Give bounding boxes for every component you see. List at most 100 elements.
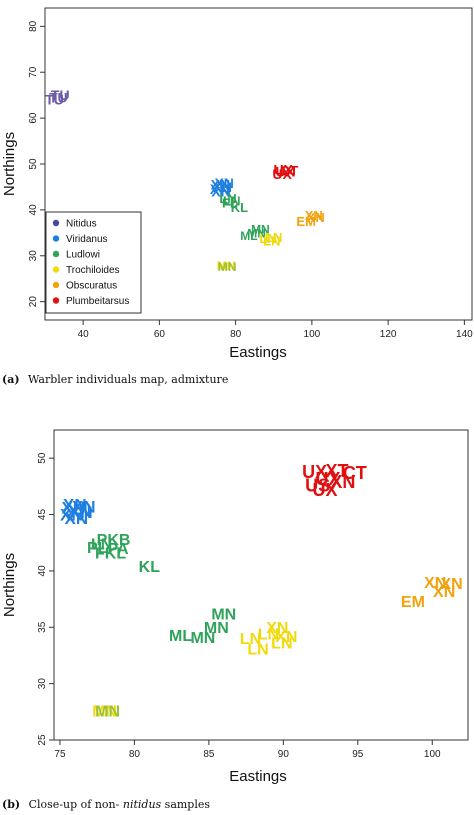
legend-box bbox=[45, 211, 142, 314]
x-tick-label: 100 bbox=[304, 329, 321, 340]
legend-swatch bbox=[52, 297, 60, 304]
point-label: LN bbox=[258, 627, 279, 644]
point-label: XN bbox=[266, 620, 288, 637]
legend-label: Obscuratus bbox=[66, 281, 117, 292]
point-label: XN bbox=[62, 499, 86, 518]
point-label: KL bbox=[139, 559, 161, 576]
legend-label: Plumbeitarsus bbox=[66, 296, 129, 307]
point-label: EM bbox=[296, 214, 316, 229]
marks-a: TUTUTUXNXNXNXNXNLNLNFLKLMLMNMNLNLNLNMNMN… bbox=[45, 87, 325, 274]
point-label: US bbox=[305, 476, 330, 496]
y-tick-label: 20 bbox=[28, 296, 39, 308]
point-label: ML bbox=[240, 229, 257, 243]
point-label: PA bbox=[108, 541, 129, 558]
x-tick-label: 100 bbox=[424, 749, 441, 760]
point-label: LN bbox=[265, 230, 282, 245]
point-label: XN bbox=[213, 179, 232, 195]
y-tick-label: 70 bbox=[28, 66, 39, 78]
point-label: LN bbox=[263, 234, 280, 249]
legend-swatch bbox=[52, 219, 60, 227]
point-label: TU bbox=[45, 92, 64, 108]
x-tick-label: 140 bbox=[456, 329, 473, 340]
point-label: XN bbox=[305, 208, 323, 223]
point-label: LN bbox=[219, 191, 236, 206]
point-label: FKL bbox=[95, 545, 126, 562]
legend-label: Viridanus bbox=[66, 234, 108, 245]
point-label: ML bbox=[169, 628, 192, 645]
point-label: XN bbox=[210, 181, 229, 197]
legend-a: Nitidus Viridanus Ludlowi Trochiloides Obscu… bbox=[45, 211, 142, 314]
caption-b: (b) Close-up of non- nitidus samples bbox=[2, 798, 210, 811]
point-label: CT bbox=[343, 463, 367, 483]
point-label: FL bbox=[222, 196, 238, 211]
y-tick-label: 50 bbox=[37, 452, 48, 464]
caption-b-text-before: Close-up of non- bbox=[29, 798, 120, 811]
point-label: MN bbox=[92, 703, 117, 720]
x-tick-label: 80 bbox=[230, 329, 242, 340]
point-label: KL bbox=[231, 200, 248, 215]
x-tick-label: 95 bbox=[352, 749, 364, 760]
x-tick-label: 60 bbox=[154, 329, 166, 340]
point-label: XN bbox=[433, 584, 455, 601]
plot-frame-b bbox=[53, 429, 469, 741]
point-label: LN bbox=[223, 193, 240, 208]
y-axis-label-b: Northings bbox=[1, 553, 18, 617]
point-label: UX bbox=[313, 480, 338, 500]
x-axis-label-b: Eastings bbox=[229, 768, 287, 785]
y-tick-label: 60 bbox=[28, 112, 39, 124]
legend-swatch bbox=[52, 250, 60, 258]
y-tick-label: 30 bbox=[28, 250, 39, 262]
point-label: MN bbox=[211, 606, 236, 623]
caption-a-text: Warbler individuals map, admixture bbox=[28, 373, 228, 386]
caption-b-text-italic: nitidus bbox=[123, 798, 162, 811]
legend-label: Ludlowi bbox=[66, 250, 100, 261]
point-label: XN bbox=[72, 498, 96, 517]
point-label: XN bbox=[441, 576, 463, 593]
point-label: XN bbox=[214, 175, 233, 191]
point-label: XN bbox=[424, 575, 446, 592]
x-tick-label: 75 bbox=[54, 749, 66, 760]
x-tick-label: 80 bbox=[129, 749, 141, 760]
point-label: XN bbox=[211, 183, 230, 199]
caption-a: (a) Warbler individuals map, admixture bbox=[2, 373, 228, 386]
caption-b-prefix: (b) bbox=[2, 798, 20, 811]
point-label: XN bbox=[68, 501, 92, 520]
point-label: UX bbox=[275, 164, 295, 180]
point-label: TU bbox=[49, 89, 68, 105]
point-label: XN bbox=[69, 503, 93, 522]
x-tick-label: 85 bbox=[203, 749, 215, 760]
point-label: LN bbox=[247, 641, 268, 658]
point-label: UX bbox=[272, 166, 292, 182]
y-tick-label: 50 bbox=[28, 158, 39, 170]
point-label: MN bbox=[204, 620, 229, 637]
caption-b-text-after: samples bbox=[165, 798, 211, 811]
legend-swatch bbox=[52, 235, 60, 242]
point-label: PKB bbox=[97, 532, 131, 549]
point-label: MN bbox=[251, 222, 270, 236]
y-tick-label: 35 bbox=[37, 621, 48, 633]
point-label: MN bbox=[247, 226, 266, 240]
point-label: UX bbox=[316, 469, 341, 489]
point-label: MN bbox=[95, 703, 120, 720]
point-label: LN bbox=[271, 636, 292, 653]
point-label: TU bbox=[51, 87, 70, 103]
point-label: LN bbox=[91, 536, 112, 553]
caption-a-prefix: (a) bbox=[2, 373, 20, 386]
x-axis-label-a: Eastings bbox=[229, 344, 287, 361]
point-label: EM bbox=[401, 594, 425, 611]
point-label: XN bbox=[65, 509, 89, 528]
y-tick-label: 40 bbox=[28, 204, 39, 216]
point-label: MN bbox=[217, 259, 236, 273]
y-tick-label: 40 bbox=[37, 565, 48, 577]
point-label: LN bbox=[259, 231, 276, 246]
y-tick-label: 80 bbox=[28, 20, 39, 32]
axis-ticks-b: 75 80 85 90 95 100 25 30 35 40 45 50 bbox=[37, 452, 441, 760]
y-tick-label: 45 bbox=[37, 509, 48, 521]
legend-label: Nitidus bbox=[66, 219, 97, 230]
marks-b: XNXNXNXNXNXNXNPKBLNPAFKLPLKLMLMNMNMNLNLN… bbox=[60, 461, 463, 720]
legend-label: Trochiloides bbox=[66, 265, 120, 276]
x-tick-label: 90 bbox=[278, 749, 290, 760]
